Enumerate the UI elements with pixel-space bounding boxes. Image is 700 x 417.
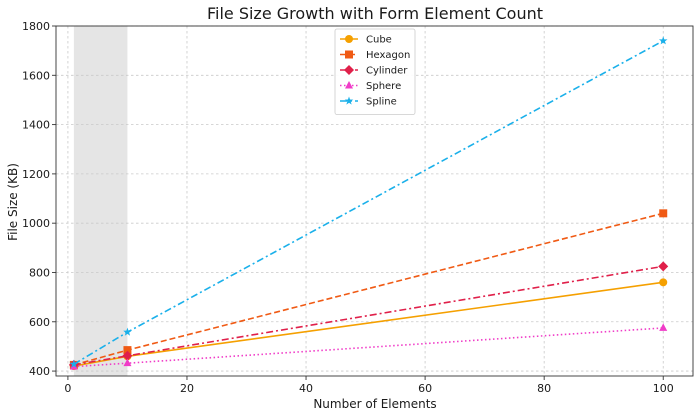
series-line-hexagon bbox=[73, 212, 664, 366]
x-tick-label: 60 bbox=[418, 382, 432, 395]
x-tick-label: 100 bbox=[653, 382, 674, 395]
legend-label-sphere: Sphere bbox=[366, 81, 401, 92]
y-tick-label: 800 bbox=[29, 266, 50, 279]
series-line-cube bbox=[73, 281, 664, 367]
x-tick-label: 20 bbox=[180, 382, 194, 395]
legend: Cube Hexagon Cylinder Sphere Spline bbox=[334, 28, 416, 115]
y-tick-label: 1200 bbox=[22, 168, 50, 181]
y-tick-label: 400 bbox=[29, 365, 50, 378]
series-line-cylinder bbox=[73, 265, 664, 366]
legend-marker-sphere bbox=[345, 81, 353, 89]
legend-box bbox=[334, 28, 416, 115]
chart-title: File Size Growth with Form Element Count bbox=[207, 4, 543, 23]
legend-label-cylinder: Cylinder bbox=[366, 66, 408, 77]
data-point-spline bbox=[69, 359, 79, 368]
x-tick-label: 0 bbox=[64, 382, 71, 395]
legend-label-hexagon: Hexagon bbox=[366, 50, 410, 61]
legend-label-spline: Spline bbox=[366, 97, 397, 108]
y-axis-label: File Size (KB) bbox=[6, 163, 20, 241]
legend-marker-hexagon bbox=[345, 50, 353, 59]
y-tick-label: 1800 bbox=[22, 20, 50, 33]
y-tick-label: 600 bbox=[29, 316, 50, 329]
data-point-cylinder bbox=[658, 261, 669, 272]
data-point-spline bbox=[123, 327, 132, 336]
x-axis-label: Number of Elements bbox=[313, 397, 436, 411]
plot-frame bbox=[55, 25, 694, 377]
data-point-cube bbox=[659, 278, 668, 287]
highlight-span bbox=[73, 26, 128, 376]
y-tick-label: 1000 bbox=[22, 217, 50, 230]
data-point-sphere bbox=[659, 323, 668, 331]
legend-marker-spline bbox=[344, 96, 354, 105]
y-tick-label: 1600 bbox=[22, 69, 50, 82]
plot-area: 0 20 40 60 80 100 400 600 800 1000 1200 1400 1600 180… bbox=[22, 20, 694, 395]
data-point-hexagon bbox=[659, 209, 668, 218]
x-tick-label: 40 bbox=[299, 382, 313, 395]
data-point-hexagon bbox=[123, 346, 132, 355]
legend-label-cube: Cube bbox=[366, 35, 392, 46]
data-point-cylinder bbox=[122, 350, 133, 361]
legend-marker-cube bbox=[345, 35, 353, 43]
legend-marker-cylinder bbox=[344, 65, 354, 75]
series-line-sphere bbox=[73, 327, 664, 368]
data-point-sphere bbox=[123, 358, 132, 367]
x-tick-label: 80 bbox=[537, 382, 551, 395]
y-tick-label: 1400 bbox=[22, 119, 50, 132]
data-point-spline bbox=[658, 36, 668, 45]
